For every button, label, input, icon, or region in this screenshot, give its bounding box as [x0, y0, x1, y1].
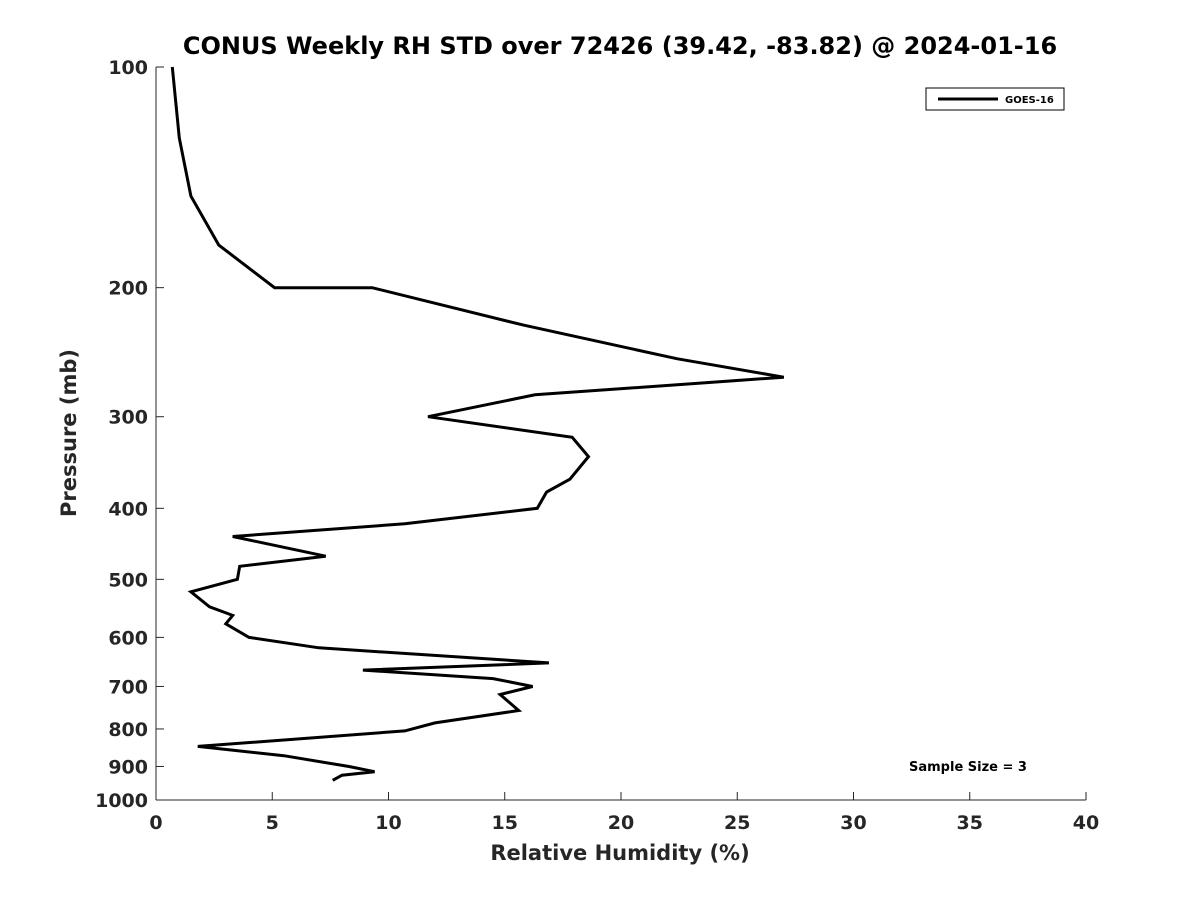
chart-title: CONUS Weekly RH STD over 72426 (39.42, -…	[183, 32, 1057, 60]
x-tick-label: 15	[492, 812, 518, 834]
axes: 0 5 10 15 20 25 30 35 40 100 200 300 400 500 600 700 800…	[95, 57, 1099, 834]
legend: GOES-16	[925, 87, 1065, 111]
x-tick-label: 0	[149, 812, 162, 834]
y-tick-label: 800	[108, 719, 148, 741]
y-tick-label: 300	[108, 407, 148, 429]
y-tick-label: 500	[108, 569, 148, 591]
series-layer	[170, 66, 785, 782]
series-line-goes-16	[170, 66, 785, 782]
y-tick-label: 200	[108, 278, 148, 300]
x-tick-label: 10	[375, 812, 401, 834]
y-tick-label: 400	[108, 498, 148, 520]
legend-label-goes-16: GOES-16	[1005, 95, 1054, 106]
x-axis-label: Relative Humidity (%)	[490, 841, 749, 865]
y-tick-label: 1000	[95, 790, 148, 812]
x-tick-label: 40	[1073, 812, 1099, 834]
y-tick-label: 100	[108, 57, 148, 79]
y-tick-label: 700	[108, 676, 148, 698]
x-tick-label: 35	[957, 812, 983, 834]
x-tick-label: 30	[840, 812, 866, 834]
x-tick-label: 5	[266, 812, 279, 834]
x-tick-label: 25	[724, 812, 750, 834]
y-axis-label: Pressure (mb)	[57, 349, 81, 517]
y-tick-label: 900	[108, 756, 148, 778]
y-tick-label: 600	[108, 627, 148, 649]
x-tick-label: 20	[608, 812, 634, 834]
sample-size-annotation: Sample Size = 3	[909, 760, 1027, 775]
